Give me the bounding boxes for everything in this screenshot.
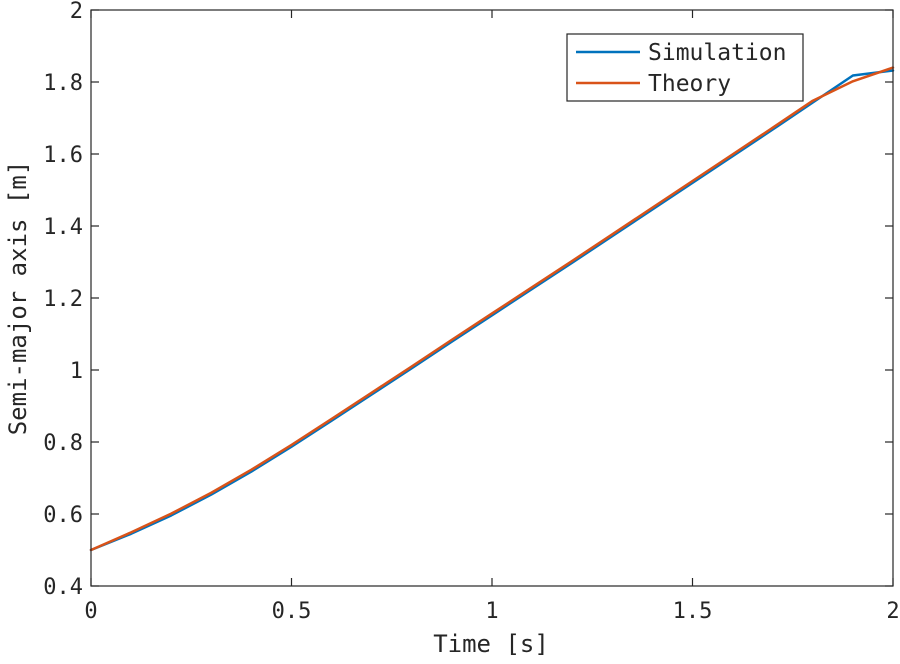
- x-axis-title: Time [s]: [433, 630, 549, 658]
- x-tick-label: 0.5: [272, 599, 312, 624]
- series-layer: [89, 66, 895, 552]
- y-tick-label: 0.4: [43, 575, 83, 600]
- legend-label-simulation: Simulation: [648, 40, 786, 66]
- y-tick-label: 1.2: [43, 287, 83, 312]
- y-tick-label: 1.8: [43, 71, 83, 96]
- ticks-layer: 0 0.5 1 1.5 2 0.4 0.6 0.8 1 1.2 1.4 1.6 1.8 2: [43, 0, 899, 624]
- series-line-theory: [89, 66, 895, 552]
- y-tick-label: 0.8: [43, 431, 83, 456]
- series-line-simulation: [89, 69, 895, 552]
- x-tick-label: 2: [886, 599, 899, 624]
- y-tick-label: 2: [70, 0, 83, 24]
- y-tick-label: 1: [70, 359, 83, 384]
- x-tick-label: 1.5: [673, 599, 713, 624]
- y-tick-label: 1.6: [43, 143, 83, 168]
- legend-label-theory: Theory: [648, 71, 731, 97]
- y-axis-title: Semi-major axis [m]: [4, 161, 32, 436]
- legend-box: [566, 33, 804, 102]
- plot-area: [91, 10, 893, 586]
- y-tick-label: 1.4: [43, 215, 83, 240]
- x-tick-label: 1: [485, 599, 498, 624]
- x-tick-label: 0: [84, 599, 97, 624]
- y-tick-label: 0.6: [43, 503, 83, 528]
- legend: Simulation Theory: [566, 33, 804, 102]
